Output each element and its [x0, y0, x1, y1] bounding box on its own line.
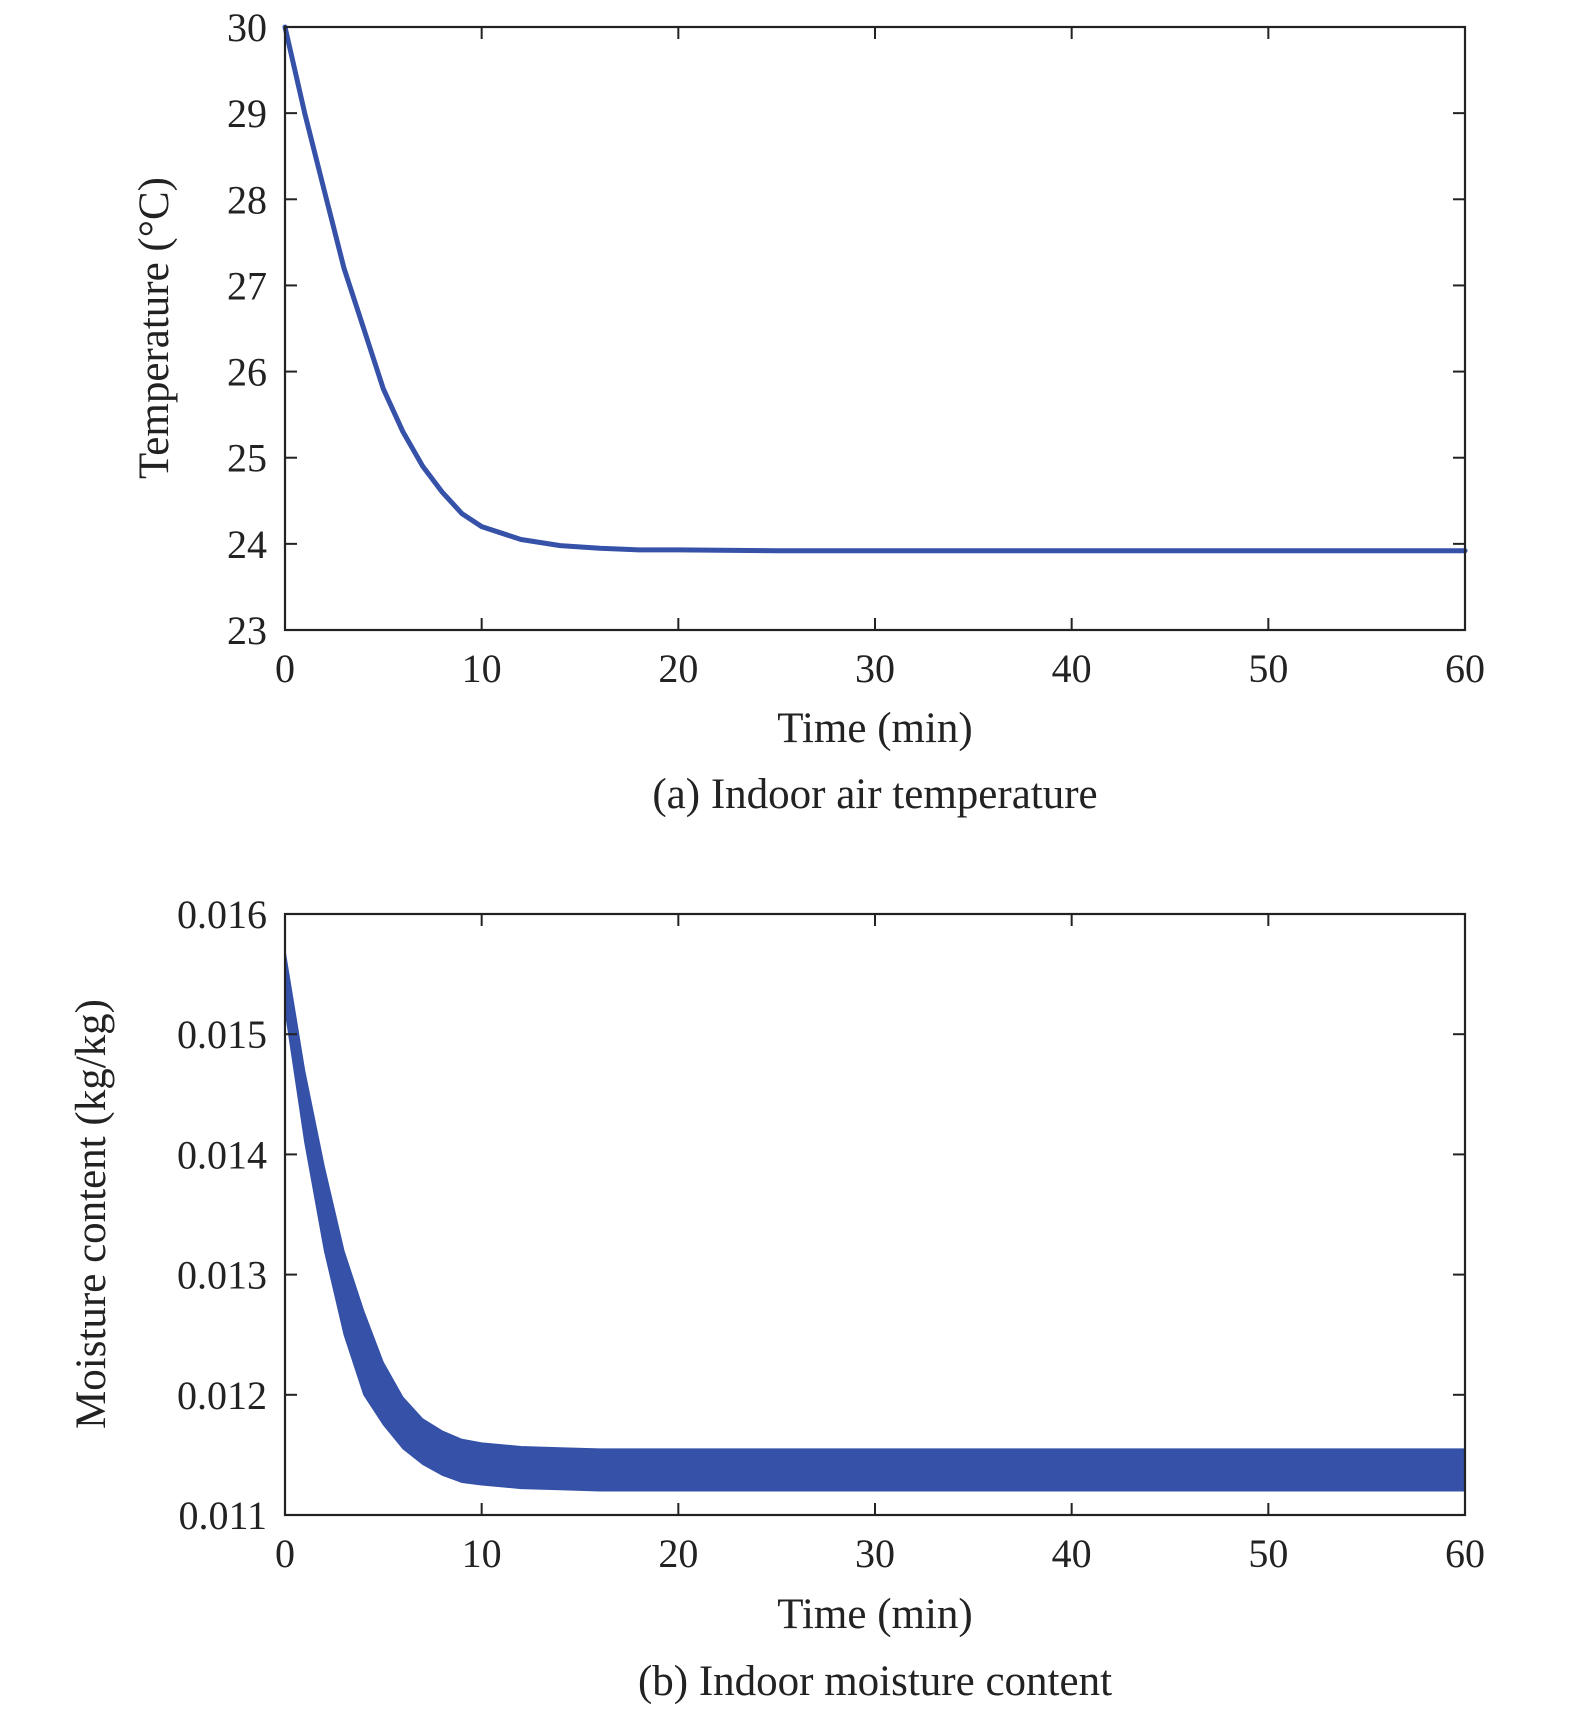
y-tick-label: 26 [227, 350, 267, 395]
moisture-chart: 0 10 20 30 40 50 60 0.011 0.012 0.013 0.014 0.015 0.… [68, 892, 1485, 1705]
y-tick-label: 23 [227, 608, 267, 653]
x-tick-label: 50 [1248, 1531, 1288, 1576]
moisture-series-band [284, 950, 1466, 1492]
y-tick-label: 24 [227, 522, 267, 567]
y-tick-label: 0.012 [177, 1373, 267, 1418]
y-tick-label: 30 [227, 5, 267, 50]
x-tick-label: 0 [275, 1531, 295, 1576]
y-axis-label: Moisture content (kg/kg) [68, 999, 115, 1429]
x-tick-label: 50 [1248, 646, 1288, 691]
x-tick-label: 10 [462, 1531, 502, 1576]
y-tick-label: 0.013 [177, 1253, 267, 1298]
x-tick-label: 30 [855, 1531, 895, 1576]
y-axis-label: Temperature (°C) [131, 177, 178, 479]
temperature-chart: 0 10 20 30 40 50 60 23 24 25 26 27 28 29 30 Time (min) T… [131, 5, 1485, 818]
plot-frame [283, 25, 1467, 632]
y-tick-label: 29 [227, 91, 267, 136]
x-tick-label: 40 [1052, 1531, 1092, 1576]
temperature-series-line [282, 24, 1468, 554]
y-tick-label: 0.011 [178, 1493, 267, 1538]
x-tick-label: 40 [1052, 646, 1092, 691]
y-tick-label: 0.015 [177, 1012, 267, 1057]
plot-frame [283, 912, 1467, 1517]
x-tick-label: 20 [658, 1531, 698, 1576]
y-tick-label: 25 [227, 436, 267, 481]
y-tick-label: 0.014 [177, 1132, 267, 1177]
y-tick-label: 0.016 [177, 892, 267, 937]
x-axis-label: Time (min) [777, 705, 973, 752]
y-tick-label: 27 [227, 263, 267, 308]
x-tick-label: 20 [658, 646, 698, 691]
chart-caption: (a) Indoor air temperature [652, 771, 1097, 818]
x-tick-label: 60 [1445, 1531, 1485, 1576]
x-tick-label: 60 [1445, 646, 1485, 691]
x-tick-label: 30 [855, 646, 895, 691]
x-tick-label: 10 [462, 646, 502, 691]
x-axis-label: Time (min) [777, 1591, 973, 1638]
y-tick-label: 28 [227, 177, 267, 222]
chart-caption: (b) Indoor moisture content [638, 1658, 1112, 1705]
x-tick-label: 0 [275, 646, 295, 691]
